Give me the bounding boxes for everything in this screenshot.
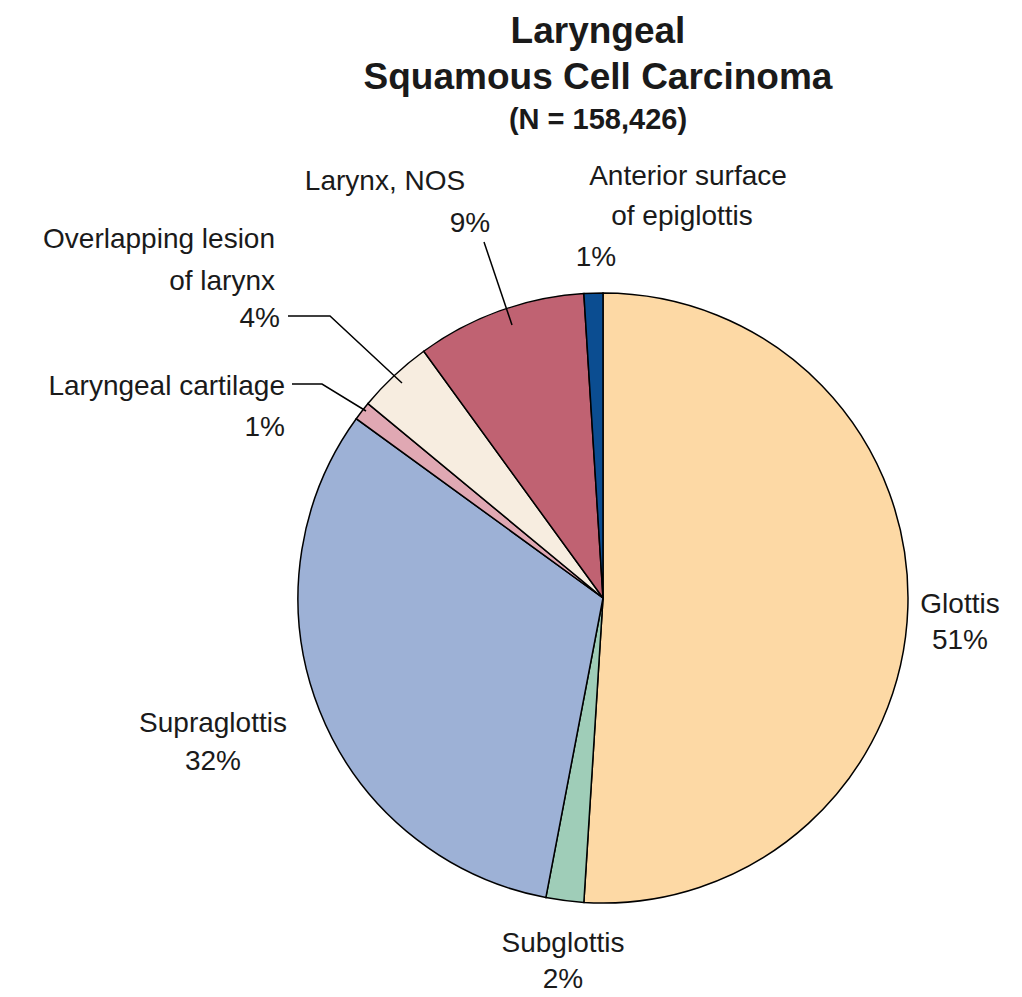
svg-text:1%: 1% [576,241,616,272]
html-text:Laryngeal: Laryngeal [510,10,686,51]
svg-text:Glottis: Glottis [920,588,999,619]
svg-text:51%: 51% [932,624,988,655]
html-text:(N = 158,426): (N = 158,426) [508,103,688,135]
svg-text:Anterior surface: Anterior surface [589,160,787,191]
svg-text:of larynx: of larynx [169,265,275,296]
svg-text:Laryngeal cartilage: Laryngeal cartilage [48,370,285,401]
svg-text:Overlapping lesion: Overlapping lesion [43,223,275,254]
svg-text:Larynx, NOS: Larynx, NOS [305,165,465,196]
html-text:Squamous Cell Carcinoma: Squamous Cell Carcinoma [363,56,833,97]
svg-text:32%: 32% [185,745,241,776]
svg-text:2%: 2% [543,963,583,994]
svg-text:9%: 9% [450,207,490,238]
svg-text:Supraglottis: Supraglottis [139,707,287,738]
svg-text:1%: 1% [245,411,285,442]
svg-text:Subglottis: Subglottis [502,927,625,958]
svg-text:4%: 4% [240,302,280,333]
svg-text:of epiglottis: of epiglottis [611,200,753,231]
